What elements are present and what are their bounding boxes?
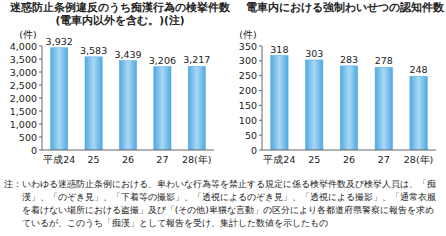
y-tick-label: 350 [239,41,257,52]
y-tick-label: 4,000 [10,41,37,52]
y-axis [42,46,43,150]
data-label: 318 [270,44,288,55]
bar [154,67,171,150]
data-label: 248 [410,64,428,75]
chart-canvas: 迷惑防止条例違反のうち痴漢行為の検挙件数(電車内以外を含む。)(注) (件) 0 50… [0,0,446,172]
x-tick-label: 28(年) [404,154,434,165]
x-tick-label: 26 [343,154,355,165]
data-label: 3,583 [80,45,107,56]
data-label: 278 [375,55,393,66]
y-axis [262,46,263,150]
bars [51,48,206,150]
y-tick-label: 150 [239,100,257,111]
footnote: 注：いわゆる迷惑防止条例における、卑わいな行為等を禁止する規定に係る検挙件数及び… [4,177,440,229]
y-axis-label: (件) [19,29,36,40]
bar-chart: 電車内における強制わいせつの認知件数 (件) 0 50 100 150 200 250 300 3… [239,1,445,165]
data-label: 303 [305,48,323,59]
bar [340,66,357,150]
x-tick-label: 25 [88,154,100,165]
y-tick-label: 3,000 [10,67,37,78]
bar [375,67,392,150]
y-tick-label: 100 [239,115,257,126]
chart-title: 迷惑防止条例違反のうち痴漢行為の検挙件数 [9,1,231,14]
data-label: 3,217 [183,54,210,65]
bar [51,48,68,150]
x-tick-label: 26 [122,154,134,165]
y-tick-label: 200 [239,85,257,96]
y-tick-label: 0 [31,145,37,156]
x-axis [42,150,214,151]
y-tick-label: 250 [239,70,257,81]
bar [306,60,323,150]
x-tick-label: 28(年) [182,154,212,165]
y-tick-label: 1,000 [10,119,37,130]
bar-chart: 迷惑防止条例違反のうち痴漢行為の検挙件数(電車内以外を含む。)(注) (件) 0 50… [9,1,231,165]
x-axis [262,150,436,151]
bar [410,76,427,150]
x-tick-label: 25 [308,154,320,165]
bar [271,56,288,150]
y-tick-label: 0 [251,145,257,156]
data-label: 3,206 [149,55,176,66]
data-label: 283 [340,54,358,65]
bar [85,57,102,150]
x-tick-label: 27 [156,154,168,165]
bar [188,66,205,150]
y-tick-label: 1,500 [10,106,37,117]
x-tick-label: 平成24 [43,154,75,165]
x-tick-label: 平成24 [263,154,295,165]
bars [271,56,428,150]
y-tick-label: 2,500 [10,80,37,91]
y-tick-label: 500 [19,132,37,143]
data-label: 3,932 [46,36,73,47]
y-tick-label: 3,500 [10,54,37,65]
y-tick-label: 300 [239,55,257,66]
y-tick-label: 2,000 [10,93,37,104]
chart-subtitle: (電車内以外を含む。)(注) [55,14,184,26]
chart-title: 電車内における強制わいせつの認知件数 [246,1,445,14]
y-tick-label: 50 [245,130,257,141]
y-axis-label: (件) [239,29,256,40]
x-tick-label: 27 [378,154,390,165]
bar [119,61,136,150]
data-label: 3,439 [114,49,141,60]
